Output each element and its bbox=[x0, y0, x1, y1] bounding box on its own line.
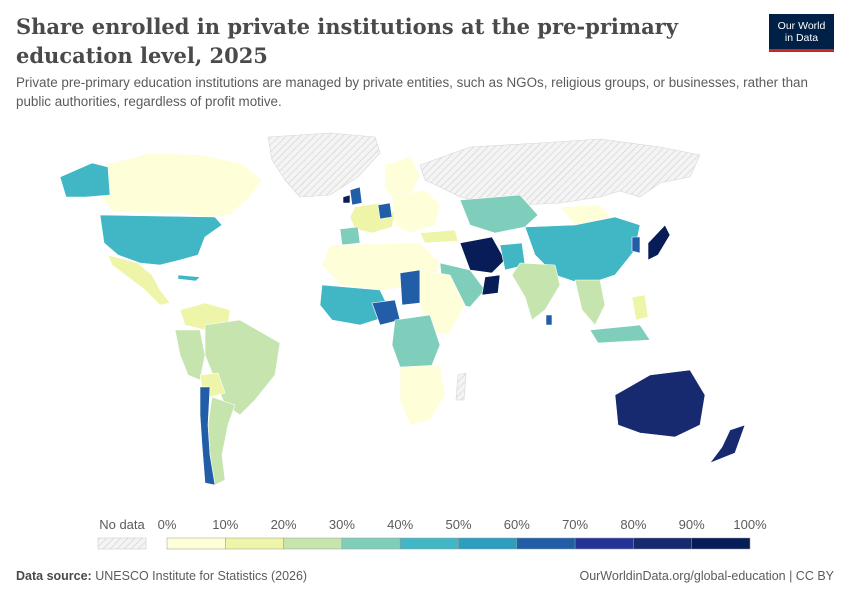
country-ireland[interactable] bbox=[342, 194, 351, 204]
logo-line-2: in Data bbox=[784, 32, 819, 44]
country-sri-lanka[interactable] bbox=[545, 314, 553, 326]
country-turkey[interactable] bbox=[419, 229, 459, 244]
country-canada[interactable] bbox=[99, 152, 263, 218]
chart-title: Share enrolled in private institutions a… bbox=[16, 14, 678, 68]
legend-tick-label: 90% bbox=[679, 517, 705, 532]
legend-tick-label: 20% bbox=[271, 517, 297, 532]
legend-tick-label: 60% bbox=[504, 517, 530, 532]
country-japan[interactable] bbox=[647, 224, 671, 261]
country-central-africa[interactable] bbox=[391, 314, 441, 371]
source-text: UNESCO Institute for Statistics (2026) bbox=[95, 569, 308, 583]
source-footer: Data source: UNESCO Institute for Statis… bbox=[16, 569, 307, 583]
legend-no-data-swatch bbox=[97, 537, 147, 550]
country-korea[interactable] bbox=[631, 236, 641, 254]
logo-line-1: Our World bbox=[777, 20, 826, 32]
country-indonesia[interactable] bbox=[589, 324, 651, 344]
country-greenland[interactable] bbox=[267, 132, 381, 198]
legend-tick-label: 70% bbox=[562, 517, 588, 532]
country-madagascar[interactable] bbox=[455, 372, 467, 401]
legend-bin[interactable] bbox=[633, 537, 692, 550]
country-india[interactable] bbox=[511, 262, 561, 321]
legend-bin[interactable] bbox=[516, 537, 576, 550]
country-southern-africa[interactable] bbox=[399, 364, 446, 426]
country-se-asia[interactable] bbox=[574, 279, 606, 326]
country-chile[interactable] bbox=[199, 386, 216, 486]
source-label: Data source: bbox=[16, 569, 92, 583]
legend-bin[interactable] bbox=[225, 537, 284, 550]
legend-bin[interactable] bbox=[399, 537, 459, 550]
country-iberia[interactable] bbox=[339, 226, 361, 246]
country-new-zealand[interactable] bbox=[709, 424, 746, 464]
country-mexico[interactable] bbox=[107, 254, 171, 306]
country-alaska[interactable] bbox=[59, 162, 111, 198]
legend-no-data-label: No data bbox=[99, 517, 145, 532]
country-philippines[interactable] bbox=[631, 294, 649, 321]
legend-tick-label: 10% bbox=[212, 517, 238, 532]
legend-tick-label: 30% bbox=[329, 517, 355, 532]
country-cuba[interactable] bbox=[177, 274, 201, 282]
country-russia[interactable] bbox=[419, 138, 701, 206]
country-oman[interactable] bbox=[481, 274, 501, 296]
country-uk[interactable] bbox=[349, 186, 363, 206]
chart-subtitle: Private pre-primary education institutio… bbox=[16, 75, 808, 109]
country-iran[interactable] bbox=[459, 236, 506, 274]
url-footer[interactable]: OurWorldinData.org/global-education | CC… bbox=[579, 569, 834, 583]
country-chad[interactable] bbox=[399, 269, 421, 306]
color-legend: No data 0% 10% 20% 30% 40% 50% 60% 70% 80% 90% 100… bbox=[97, 517, 767, 550]
country-germany[interactable] bbox=[377, 202, 393, 220]
legend-bin[interactable] bbox=[341, 537, 401, 550]
legend-tick-label: 0% bbox=[158, 517, 177, 532]
legend-tick-label: 40% bbox=[387, 517, 413, 532]
legend-tick-label: 100% bbox=[733, 517, 767, 532]
country-peru[interactable] bbox=[174, 329, 206, 381]
legend-bin[interactable] bbox=[574, 537, 634, 550]
country-eastern-europe[interactable] bbox=[391, 189, 441, 234]
legend-tick-label: 80% bbox=[620, 517, 646, 532]
legend-tick-label: 50% bbox=[445, 517, 471, 532]
world-map[interactable] bbox=[0, 125, 850, 505]
legend-bin[interactable] bbox=[691, 537, 751, 550]
legend-bin[interactable] bbox=[283, 537, 343, 550]
country-west-africa[interactable] bbox=[319, 284, 393, 326]
legend-bin[interactable] bbox=[166, 537, 226, 550]
country-australia[interactable] bbox=[614, 369, 706, 438]
legend-bin[interactable] bbox=[458, 537, 518, 550]
country-usa[interactable] bbox=[99, 214, 223, 266]
country-mongolia[interactable] bbox=[559, 204, 613, 226]
owid-logo[interactable]: Our World in Data bbox=[769, 14, 834, 52]
